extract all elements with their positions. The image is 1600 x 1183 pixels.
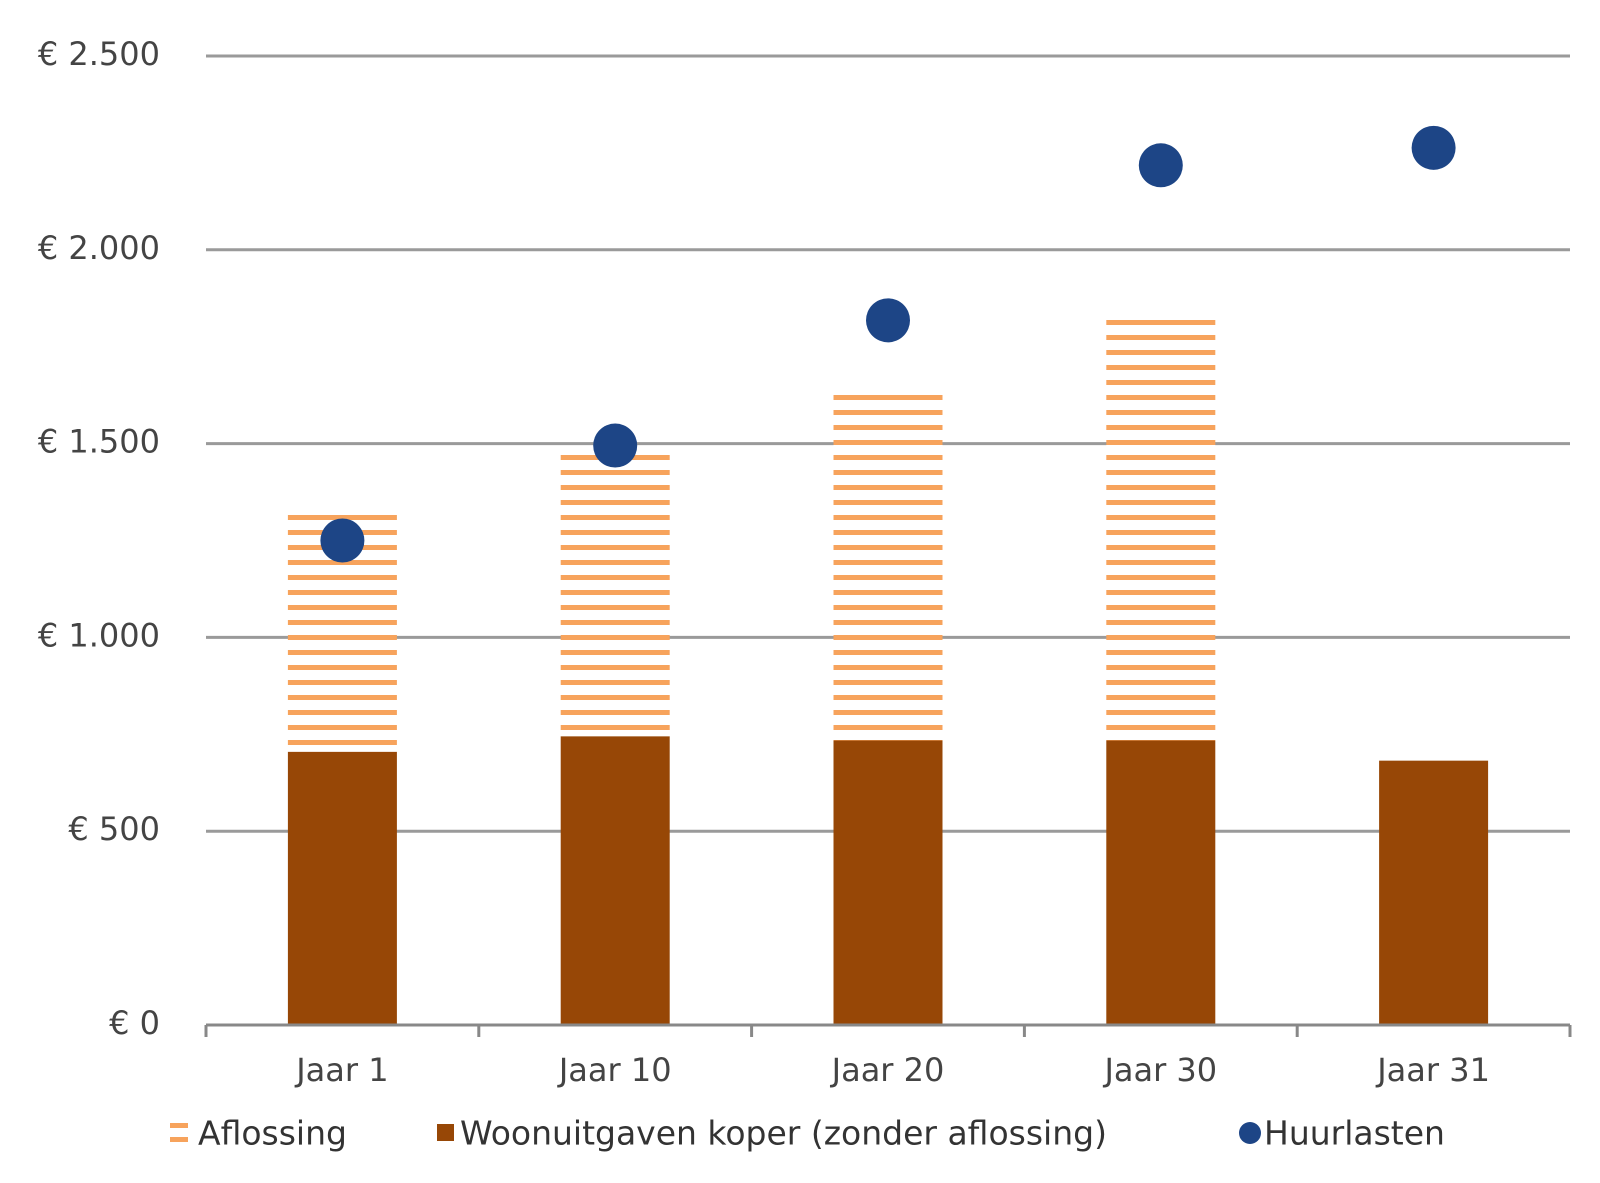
- legend-swatch: [1239, 1122, 1261, 1144]
- x-tick-label: Jaar 31: [1375, 1051, 1490, 1089]
- bar-segment: [287, 751, 397, 1025]
- bar-segment: [833, 390, 943, 741]
- legend-label: Aflossing: [198, 1114, 347, 1153]
- x-tick-label: Jaar 30: [1102, 1051, 1217, 1089]
- dot: [1411, 125, 1456, 170]
- dot: [1138, 143, 1183, 188]
- y-tick-label: € 1.000: [38, 616, 160, 654]
- bar-segment: [833, 740, 943, 1025]
- y-tick-label: € 0: [109, 1004, 160, 1042]
- bar-segment: [560, 451, 670, 737]
- bar-segment: [1379, 760, 1489, 1025]
- legend-label: Huurlasten: [1264, 1114, 1445, 1153]
- bar-segment: [1106, 317, 1216, 741]
- legend-swatch: [437, 1124, 454, 1141]
- y-tick-label: € 2.000: [38, 229, 160, 267]
- dot: [593, 423, 638, 468]
- dot: [320, 518, 365, 563]
- y-tick-label: € 2.500: [38, 35, 160, 73]
- bar-segment: [1106, 740, 1216, 1025]
- x-tick-label: Jaar 20: [830, 1051, 945, 1089]
- legend-swatch: [170, 1123, 188, 1128]
- x-tick-label: Jaar 10: [557, 1051, 672, 1089]
- legend-swatch: [170, 1137, 188, 1142]
- y-tick-label: € 1.500: [38, 423, 160, 461]
- y-tick-label: € 500: [68, 810, 160, 848]
- bar-segment: [560, 736, 670, 1025]
- x-tick-label: Jaar 1: [294, 1051, 388, 1089]
- legend-label: Woonuitgaven koper (zonder aflossing): [460, 1114, 1107, 1153]
- dot: [866, 298, 910, 343]
